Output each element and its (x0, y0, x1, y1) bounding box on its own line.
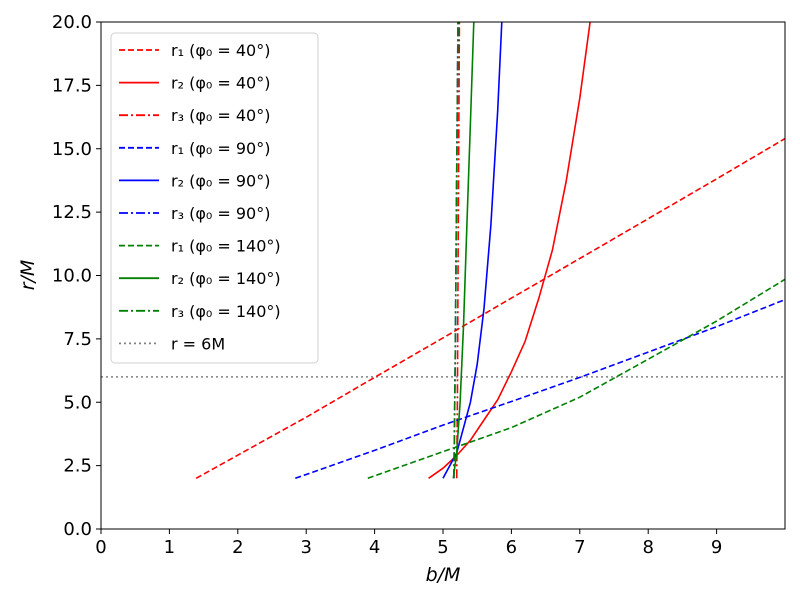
legend-entry: r₁ (φ₀ = 40°) (171, 41, 270, 60)
y-tick-label: 7.5 (63, 329, 92, 350)
legend-entry: r₁ (φ₀ = 90°) (171, 139, 270, 158)
legend-entry: r₃ (φ₀ = 40°) (171, 106, 270, 125)
series-line-1 (195, 137, 785, 479)
y-tick-label: 10.0 (52, 266, 92, 287)
x-tick-label: 5 (437, 537, 448, 558)
y-tick-label: 0.0 (63, 519, 92, 540)
series-line-8 (452, 22, 475, 479)
legend-entry: r₃ (φ₀ = 140°) (171, 302, 281, 321)
x-tick-label: 7 (574, 537, 585, 558)
y-tick-label: 12.5 (52, 202, 92, 223)
x-tick-label: 4 (369, 537, 380, 558)
x-tick-label: 2 (232, 537, 243, 558)
series-line-4 (295, 298, 785, 480)
legend: r₁ (φ₀ = 40°) r₂ (φ₀ = 40°) r₃ (φ₀ = 40°) r… (110, 32, 319, 364)
x-tick-label: 0 (95, 537, 106, 558)
legend-entry: r₁ (φ₀ = 140°) (171, 237, 281, 256)
legend-entry: r₂ (φ₀ = 90°) (171, 171, 270, 190)
legend-entry: r = 6M (171, 334, 225, 353)
plot-lines (101, 22, 785, 480)
legend-box (110, 32, 319, 364)
legend-entry: r₃ (φ₀ = 90°) (171, 204, 270, 223)
x-tick-label: 8 (642, 537, 653, 558)
legend-entry: r₂ (φ₀ = 40°) (171, 74, 270, 93)
x-tick-label: 9 (711, 537, 722, 558)
y-axis-label: r/M (17, 260, 39, 291)
series-line-9 (453, 22, 459, 479)
x-tick-label: 6 (506, 537, 517, 558)
series-line-2 (428, 22, 591, 479)
y-tick-label: 15.0 (52, 139, 92, 160)
legend-entry: r₂ (φ₀ = 140°) (171, 269, 281, 288)
series-line-7 (367, 278, 785, 480)
axis-ticks: 0 1 2 3 4 5 6 7 8 9 0.0 2.5 5.0 7.5 10.0 12.5 15.0 17.5 20… (52, 12, 722, 558)
x-axis-label: b/M (426, 564, 461, 586)
y-tick-label: 17.5 (52, 75, 92, 96)
x-tick-label: 3 (300, 537, 311, 558)
y-tick-label: 2.5 (63, 456, 92, 477)
x-tick-label: 1 (164, 537, 175, 558)
y-tick-label: 5.0 (63, 392, 92, 413)
y-tick-label: 20.0 (52, 12, 92, 33)
series-line-5 (442, 22, 503, 479)
